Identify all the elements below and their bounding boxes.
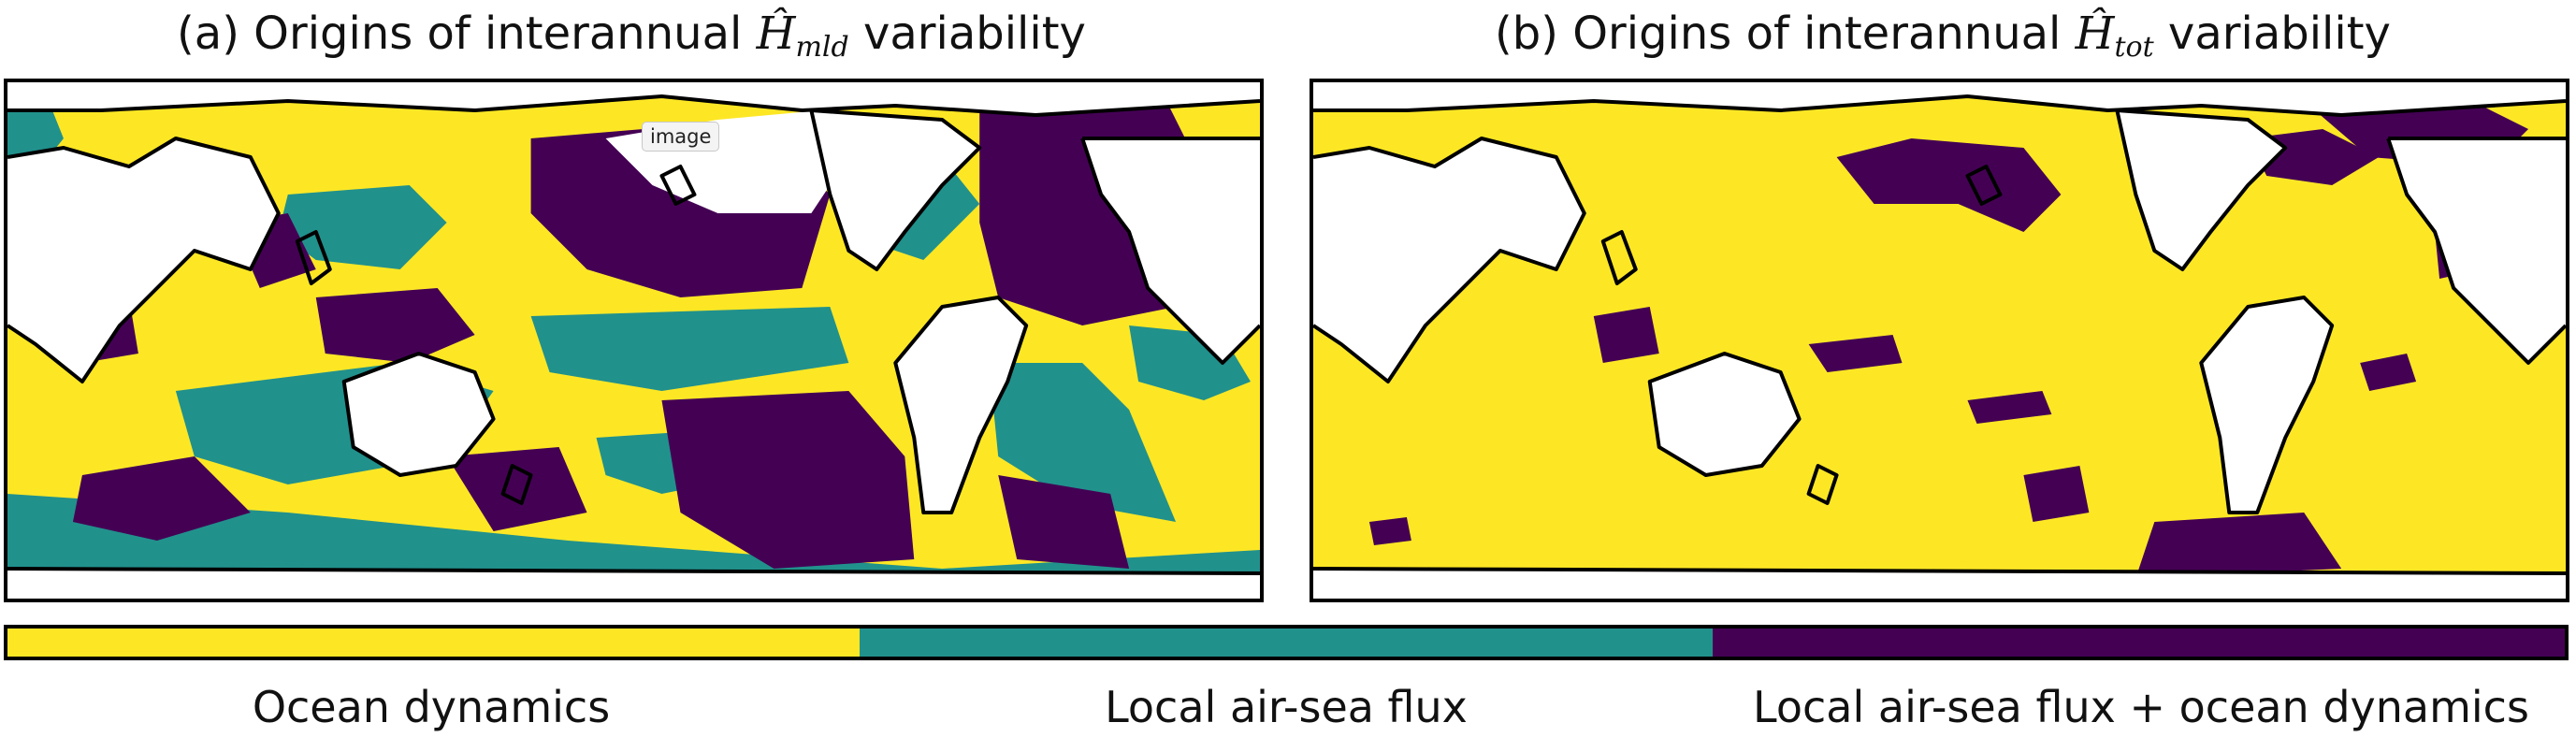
- panel-a-title-prefix: (a) Origins of interannual: [177, 7, 757, 60]
- map-b-land: [1313, 82, 2566, 599]
- colorbar-segment-local-air-sea-flux: [860, 629, 1713, 657]
- legend-label-ocean-dynamics: Ocean dynamics: [252, 682, 611, 732]
- map-panel-a: [4, 79, 1264, 602]
- map-a-coastlines: [7, 94, 1260, 575]
- colorbar-segment-ocean-dynamics: [7, 629, 861, 657]
- panel-b-title-symbol: Ĥtot: [2075, 7, 2154, 64]
- map-panel-b: [1310, 79, 2569, 602]
- map-b-svg: [1313, 82, 2566, 599]
- panel-b-title: (b) Origins of interannual Ĥtot variabil…: [1310, 6, 2576, 64]
- panel-b-title-prefix: (b) Origins of interannual: [1495, 7, 2076, 60]
- panel-a-title: (a) Origins of interannual Ĥmld variabil…: [0, 6, 1263, 64]
- colorbar-segment-combined: [1712, 629, 2565, 657]
- panel-b-title-suffix: variability: [2153, 7, 2391, 60]
- legend-label-local-air-sea-flux: Local air-sea flux: [1105, 682, 1468, 732]
- panel-a-title-suffix: variability: [848, 7, 1086, 60]
- map-a-land: [7, 82, 1260, 599]
- panel-a-title-symbol: Ĥmld: [756, 7, 849, 64]
- category-colorbar: [4, 625, 2569, 660]
- map-b-coastlines: [1313, 94, 2566, 575]
- legend-label-combined: Local air-sea flux + ocean dynamics: [1753, 682, 2529, 732]
- map-a-svg: [7, 82, 1260, 599]
- image-tooltip: image: [642, 122, 720, 152]
